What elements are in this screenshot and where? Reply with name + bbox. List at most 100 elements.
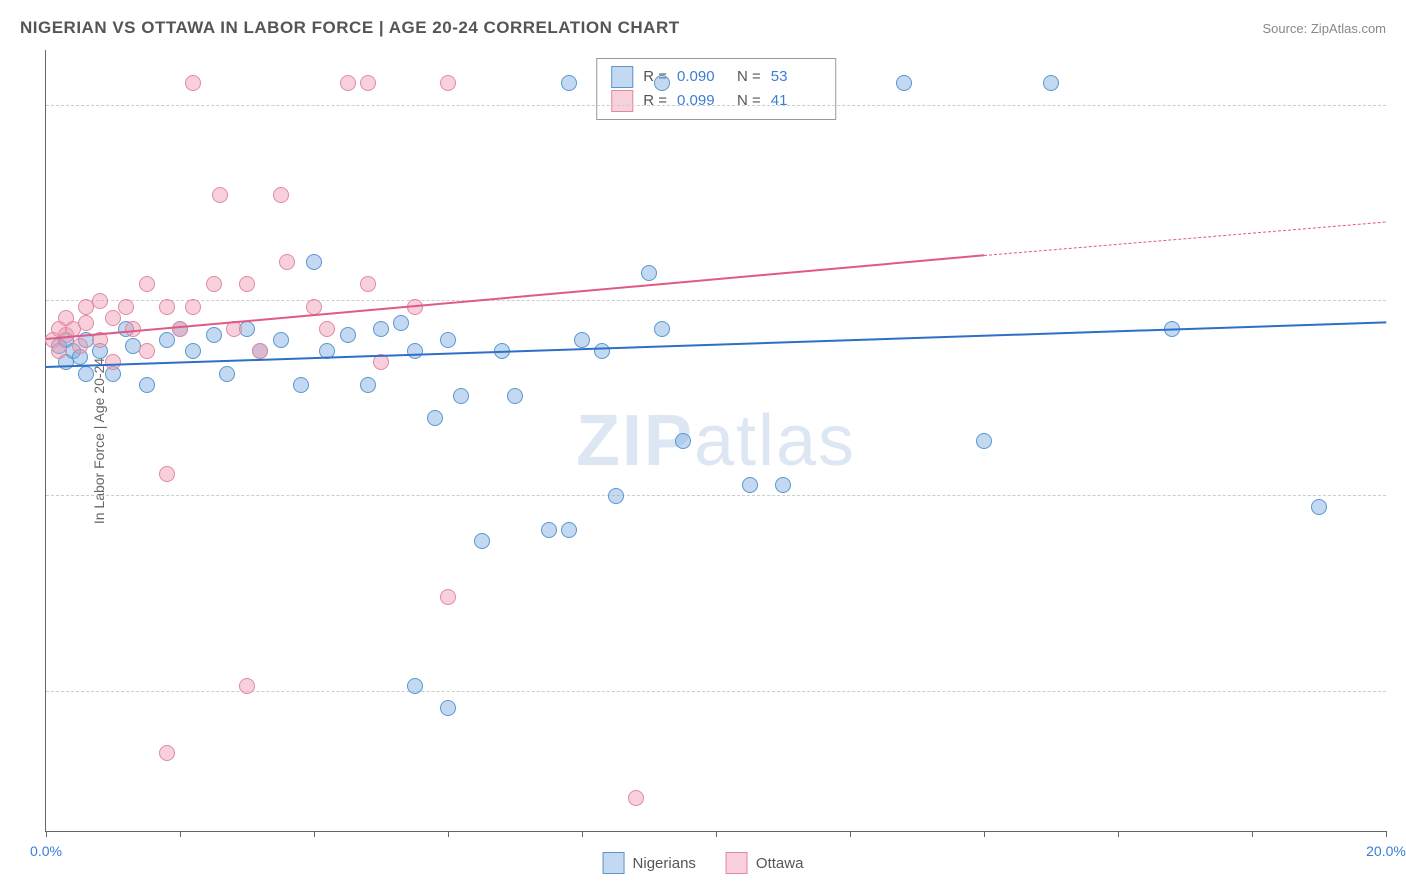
x-tick-mark xyxy=(850,831,851,837)
scatter-point xyxy=(594,343,610,359)
legend-swatch xyxy=(611,66,633,88)
scatter-point xyxy=(393,315,409,331)
scatter-point xyxy=(273,332,289,348)
x-tick-mark xyxy=(1252,831,1253,837)
legend-label: Nigerians xyxy=(633,855,696,872)
scatter-point xyxy=(159,745,175,761)
scatter-point xyxy=(340,327,356,343)
stat-r-value: 0.090 xyxy=(677,65,727,89)
scatter-point xyxy=(407,678,423,694)
scatter-point xyxy=(507,388,523,404)
scatter-point xyxy=(474,533,490,549)
scatter-point xyxy=(185,75,201,91)
x-tick-mark xyxy=(1386,831,1387,837)
gridline xyxy=(46,300,1386,301)
scatter-point xyxy=(440,332,456,348)
scatter-point xyxy=(976,433,992,449)
legend-swatch xyxy=(611,90,633,112)
stat-label: R = xyxy=(643,89,667,113)
stat-label: N = xyxy=(737,65,761,89)
scatter-point xyxy=(608,488,624,504)
scatter-point xyxy=(159,466,175,482)
stat-n-value: 41 xyxy=(771,89,821,113)
scatter-point xyxy=(654,75,670,91)
stats-row: R =0.090N =53 xyxy=(611,65,821,89)
scatter-point xyxy=(239,276,255,292)
x-tick-label: 20.0% xyxy=(1366,843,1406,859)
scatter-point xyxy=(185,343,201,359)
scatter-point xyxy=(641,265,657,281)
scatter-point xyxy=(51,343,67,359)
scatter-point xyxy=(675,433,691,449)
scatter-point xyxy=(159,332,175,348)
scatter-point xyxy=(440,700,456,716)
stat-label: N = xyxy=(737,89,761,113)
scatter-point xyxy=(78,315,94,331)
scatter-point xyxy=(273,187,289,203)
scatter-point xyxy=(92,293,108,309)
legend-item: Nigerians xyxy=(603,852,696,874)
gridline xyxy=(46,105,1386,106)
scatter-point xyxy=(453,388,469,404)
scatter-point xyxy=(118,299,134,315)
y-tick-label: 82.5% xyxy=(1396,277,1406,293)
scatter-point xyxy=(319,321,335,337)
y-axis-label: In Labor Force | Age 20-24 xyxy=(91,357,107,523)
x-tick-mark xyxy=(984,831,985,837)
scatter-point xyxy=(139,343,155,359)
scatter-point xyxy=(139,276,155,292)
legend-item: Ottawa xyxy=(726,852,804,874)
scatter-point xyxy=(206,327,222,343)
scatter-point xyxy=(1043,75,1059,91)
scatter-point xyxy=(293,377,309,393)
stats-row: R =0.099N =41 xyxy=(611,89,821,113)
legend-label: Ottawa xyxy=(756,855,804,872)
scatter-point xyxy=(306,299,322,315)
legend-swatch xyxy=(726,852,748,874)
gridline xyxy=(46,495,1386,496)
scatter-point xyxy=(279,254,295,270)
scatter-point xyxy=(219,366,235,382)
scatter-point xyxy=(1311,499,1327,515)
x-tick-mark xyxy=(180,831,181,837)
scatter-point xyxy=(561,522,577,538)
legend-swatch xyxy=(603,852,625,874)
scatter-point xyxy=(78,366,94,382)
watermark: ZIPatlas xyxy=(576,400,856,482)
scatter-point xyxy=(360,276,376,292)
scatter-point xyxy=(896,75,912,91)
scatter-point xyxy=(628,790,644,806)
scatter-point xyxy=(105,354,121,370)
scatter-point xyxy=(206,276,222,292)
scatter-point xyxy=(185,299,201,315)
scatter-point xyxy=(252,343,268,359)
scatter-point xyxy=(574,332,590,348)
x-tick-mark xyxy=(46,831,47,837)
stat-n-value: 53 xyxy=(771,65,821,89)
scatter-point xyxy=(172,321,188,337)
stats-legend: R =0.090N =53R =0.099N =41 xyxy=(596,58,836,120)
scatter-point xyxy=(427,410,443,426)
y-tick-label: 47.5% xyxy=(1396,668,1406,684)
scatter-point xyxy=(360,377,376,393)
scatter-point xyxy=(360,75,376,91)
x-tick-label: 0.0% xyxy=(30,843,62,859)
trendline xyxy=(46,254,984,340)
y-tick-label: 100.0% xyxy=(1396,82,1406,98)
scatter-point xyxy=(742,477,758,493)
x-tick-mark xyxy=(716,831,717,837)
x-tick-mark xyxy=(314,831,315,837)
trendline xyxy=(984,222,1386,256)
x-tick-mark xyxy=(1118,831,1119,837)
scatter-point xyxy=(541,522,557,538)
scatter-point xyxy=(159,299,175,315)
source-label: Source: ZipAtlas.com xyxy=(1262,21,1386,36)
scatter-point xyxy=(440,589,456,605)
scatter-point xyxy=(373,321,389,337)
scatter-chart: In Labor Force | Age 20-24 ZIPatlas R = 0… xyxy=(45,50,1386,832)
chart-title: NIGERIAN VS OTTAWA IN LABOR FORCE | AGE … xyxy=(20,18,680,38)
scatter-point xyxy=(407,343,423,359)
y-tick-label: 65.0% xyxy=(1396,472,1406,488)
scatter-point xyxy=(561,75,577,91)
scatter-point xyxy=(440,75,456,91)
